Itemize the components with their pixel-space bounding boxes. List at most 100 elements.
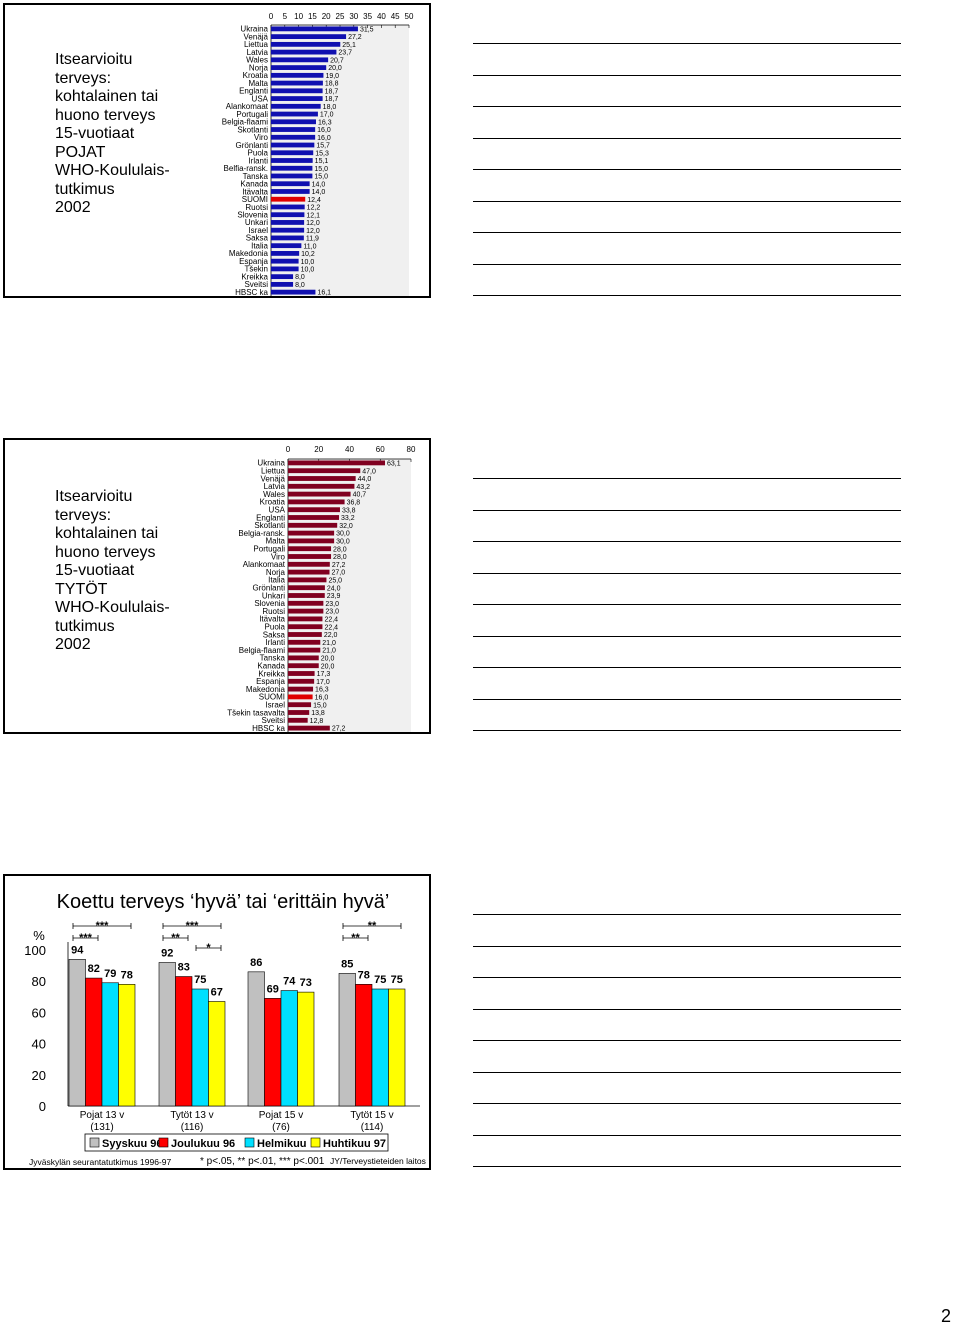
- category-label: Israel: [248, 226, 268, 235]
- x-tick-label: 10: [294, 12, 303, 21]
- note-line: [473, 295, 901, 296]
- category-label: Unkari: [245, 218, 268, 227]
- category-label: Belfia-ransk.: [224, 164, 268, 173]
- bar: [288, 725, 330, 731]
- category-label: Portugali: [236, 110, 268, 119]
- value-label: 16,1: [317, 290, 331, 296]
- bar: [191, 988, 209, 1107]
- value-label: 25,0: [328, 578, 342, 585]
- title-line: Itsearvioitu: [55, 488, 133, 505]
- category-label: Norja: [266, 568, 286, 577]
- bar: [288, 702, 312, 708]
- value-label: 16,3: [318, 119, 332, 126]
- bar: [288, 460, 386, 466]
- x-tick-label: 30: [349, 12, 358, 21]
- category-label: Makedonia: [246, 685, 286, 694]
- value-label: 73: [300, 977, 312, 989]
- category-label: Tytöt 13 v: [170, 1110, 213, 1121]
- value-label: 16,0: [317, 127, 331, 134]
- value-label: 18,0: [323, 104, 337, 111]
- boys-chart-panel: Itsearvioitu terveys: kohtalainen tai huono…: [3, 3, 431, 298]
- bar: [271, 220, 305, 225]
- title-line: TYTÖT: [55, 580, 108, 598]
- value-label: 63,1: [387, 461, 401, 468]
- bar: [288, 507, 340, 513]
- note-line: [473, 1134, 901, 1136]
- category-label: Slovenia: [237, 211, 268, 220]
- significance-label: ***: [79, 932, 93, 944]
- x-tick-label: 0: [286, 445, 291, 454]
- category-label: Belgia-ransk.: [238, 529, 285, 538]
- bar: [271, 289, 316, 295]
- bar: [271, 158, 313, 163]
- title-line: 2002: [55, 199, 91, 216]
- bar: [288, 577, 327, 583]
- note-line: [473, 74, 901, 76]
- title-line: huono terveys: [55, 106, 156, 124]
- category-label: Tšekin tasavalta: [227, 708, 285, 717]
- category-label: Englanti: [239, 87, 268, 96]
- value-label: 22,4: [324, 617, 338, 624]
- bar: [271, 181, 310, 187]
- notes-area-1: [473, 0, 903, 300]
- y-tick-label: 40: [32, 1037, 46, 1052]
- category-label: Makedonia: [229, 249, 269, 258]
- category-label: Itävalta: [259, 615, 285, 624]
- title-line: huono terveys: [55, 543, 156, 561]
- bar: [271, 142, 315, 148]
- category-label: Pojat 13 v: [80, 1110, 124, 1121]
- value-label: 82: [88, 963, 100, 975]
- bar: [288, 671, 315, 676]
- note-line: [473, 43, 901, 44]
- category-label: Tšekin: [244, 265, 268, 274]
- title-line: terveys:: [55, 69, 112, 87]
- bar: [288, 616, 323, 622]
- value-label: 92: [161, 947, 173, 959]
- bar: [264, 998, 282, 1107]
- bar: [271, 212, 305, 218]
- bar: [208, 1001, 226, 1107]
- value-label: 43,2: [356, 484, 370, 491]
- value-label: 23,0: [325, 609, 339, 616]
- bar: [288, 632, 322, 637]
- bar: [288, 600, 324, 606]
- bar: [271, 103, 321, 109]
- category-label: Italia: [268, 576, 285, 585]
- value-label: 27,2: [348, 34, 362, 41]
- category-label: Malta: [265, 537, 285, 546]
- value-label: 20,7: [330, 57, 344, 64]
- bar: [271, 72, 324, 78]
- bar: [271, 127, 316, 132]
- title-line: WHO-Koululais-: [55, 162, 170, 179]
- value-label: 44,0: [358, 476, 372, 483]
- category-label: Kroatia: [243, 71, 269, 80]
- bar: [175, 976, 193, 1107]
- value-label: 12,2: [307, 205, 321, 212]
- x-tick-label: 20: [322, 12, 331, 21]
- note-line: [473, 1008, 901, 1010]
- bar: [288, 522, 338, 528]
- bar: [288, 710, 310, 715]
- category-label: Venäjä: [261, 474, 286, 483]
- x-tick-label: 35: [363, 12, 372, 21]
- bar: [271, 57, 329, 63]
- significance-label: **: [368, 920, 377, 932]
- title-line: Itsearvioitu: [55, 51, 133, 68]
- bar: [288, 476, 356, 481]
- y-tick-label: 20: [32, 1068, 46, 1083]
- significance-label: ***: [96, 920, 110, 932]
- bar: [271, 150, 314, 156]
- x-tick-label: 40: [345, 445, 354, 454]
- bar: [271, 251, 300, 256]
- value-label: 40,7: [353, 492, 367, 499]
- bar: [271, 26, 358, 32]
- category-label: Liettua: [261, 467, 286, 476]
- legend-swatch: [158, 1137, 169, 1148]
- value-label: 85: [341, 958, 353, 970]
- value-label: 12,1: [306, 212, 320, 219]
- notes-area-2: [473, 435, 903, 735]
- category-label: Skotlanti: [237, 125, 268, 134]
- bar: [288, 624, 323, 630]
- y-axis-label: %: [33, 928, 45, 943]
- bar: [288, 655, 319, 661]
